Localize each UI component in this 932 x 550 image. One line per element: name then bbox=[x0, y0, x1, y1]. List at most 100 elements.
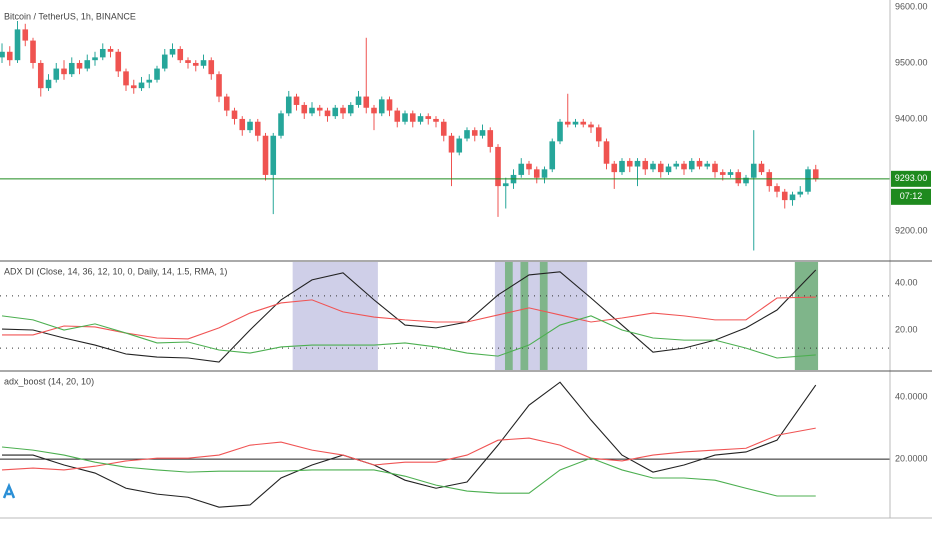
candle-body bbox=[378, 99, 385, 114]
candle-body bbox=[665, 166, 672, 173]
indicator-line bbox=[1, 446, 816, 497]
candle-body bbox=[479, 130, 486, 136]
candle-body bbox=[37, 62, 44, 89]
candle-body bbox=[688, 160, 695, 170]
candle-body bbox=[719, 172, 726, 175]
highlight-band bbox=[794, 262, 819, 370]
logo bbox=[2, 482, 16, 499]
candle-body bbox=[247, 121, 253, 131]
candle-body bbox=[239, 118, 246, 131]
candle-body bbox=[316, 107, 323, 111]
candle-body bbox=[557, 121, 563, 142]
candle-body bbox=[146, 79, 153, 83]
countdown-label: 07:12 bbox=[900, 191, 923, 201]
pane-title: adx_boost (14, 20, 10) bbox=[4, 376, 94, 386]
candle-body bbox=[76, 62, 83, 69]
candle-body bbox=[572, 121, 579, 125]
candle-body bbox=[161, 54, 168, 69]
y-tick-label: 40.0000 bbox=[895, 391, 928, 401]
candle-body bbox=[774, 186, 780, 192]
candle-body bbox=[681, 163, 687, 170]
candle-body bbox=[402, 113, 408, 122]
candle-body bbox=[549, 141, 556, 170]
candle-body bbox=[262, 135, 269, 175]
candle-body bbox=[797, 191, 804, 195]
candle-body bbox=[417, 116, 424, 122]
candle-body bbox=[14, 29, 21, 61]
candle-body bbox=[347, 104, 354, 114]
candle-body bbox=[541, 169, 548, 178]
candle-body bbox=[0, 51, 5, 58]
candle-body bbox=[254, 121, 261, 136]
candle-body bbox=[642, 160, 649, 170]
candle-body bbox=[332, 107, 339, 117]
indicator-line bbox=[2, 381, 817, 508]
candle-body bbox=[355, 96, 362, 105]
candle-body bbox=[185, 60, 191, 63]
indicator-line bbox=[2, 296, 816, 340]
candle-body bbox=[68, 62, 75, 75]
candle-body bbox=[45, 79, 52, 89]
candle-body bbox=[650, 163, 656, 170]
highlight-band bbox=[520, 262, 529, 370]
indicator-line bbox=[1, 269, 817, 363]
y-tick-label: 40.00 bbox=[895, 277, 918, 287]
highlight-band bbox=[539, 262, 548, 370]
candle-body bbox=[495, 146, 501, 187]
price-scale bbox=[890, 0, 932, 518]
candle-body bbox=[92, 57, 98, 61]
last-price-box bbox=[891, 170, 931, 187]
candle-body bbox=[278, 113, 284, 136]
candle-body bbox=[471, 130, 478, 136]
candle-body bbox=[301, 104, 308, 114]
candle-body bbox=[99, 48, 106, 58]
candle-body bbox=[433, 118, 439, 122]
countdown-box bbox=[891, 188, 931, 205]
candle-body bbox=[177, 48, 184, 61]
candle-body bbox=[231, 110, 238, 119]
y-tick-label: 9400.00 bbox=[895, 113, 928, 123]
candle-body bbox=[440, 121, 447, 136]
indicator-line bbox=[1, 315, 816, 359]
candle-body bbox=[130, 85, 137, 89]
candle-body bbox=[6, 51, 13, 61]
y-tick-label: 9200.00 bbox=[895, 225, 928, 235]
candle-body bbox=[626, 160, 633, 167]
candle-body bbox=[425, 116, 432, 119]
candle-body bbox=[735, 172, 742, 184]
y-tick-label: 20.00 bbox=[895, 324, 918, 334]
y-tick-label: 9600.00 bbox=[895, 1, 928, 11]
candle-body bbox=[154, 68, 160, 80]
candle-body bbox=[533, 169, 540, 178]
candle-body bbox=[603, 141, 610, 164]
candle-body bbox=[386, 99, 393, 111]
candle-body bbox=[518, 163, 525, 175]
candle-body bbox=[270, 135, 277, 175]
chart-title: Bitcoin / TetherUS, 1h, BINANCE bbox=[4, 11, 136, 21]
candle-body bbox=[502, 183, 509, 187]
plots bbox=[0, 20, 890, 508]
candle-body bbox=[169, 48, 176, 55]
highlight-band bbox=[292, 262, 378, 370]
labels: 9200.00 9400.00 9500.00 9600.00 20.00 40.00 20… bbox=[891, 1, 931, 463]
candle-body bbox=[456, 138, 463, 153]
candle-body bbox=[611, 163, 618, 173]
candle-body bbox=[448, 135, 455, 153]
pane-title: ADX DI (Close, 14, 36, 12, 10, 0, Daily,… bbox=[4, 266, 227, 276]
candle-body bbox=[727, 172, 734, 175]
candle-body bbox=[564, 121, 571, 125]
candle-body bbox=[223, 96, 230, 111]
candle-body bbox=[580, 121, 587, 125]
y-tick-label: 20.0000 bbox=[895, 453, 928, 463]
candle-body bbox=[487, 130, 494, 147]
last-price-label: 9293.00 bbox=[895, 173, 928, 183]
candle-body bbox=[409, 113, 416, 122]
candle-body bbox=[743, 177, 749, 184]
candle-body bbox=[789, 194, 796, 201]
candle-body bbox=[704, 163, 711, 167]
candle-body bbox=[464, 130, 470, 139]
candle-body bbox=[712, 163, 718, 173]
candle-body bbox=[61, 68, 67, 75]
candle-body bbox=[619, 160, 625, 173]
